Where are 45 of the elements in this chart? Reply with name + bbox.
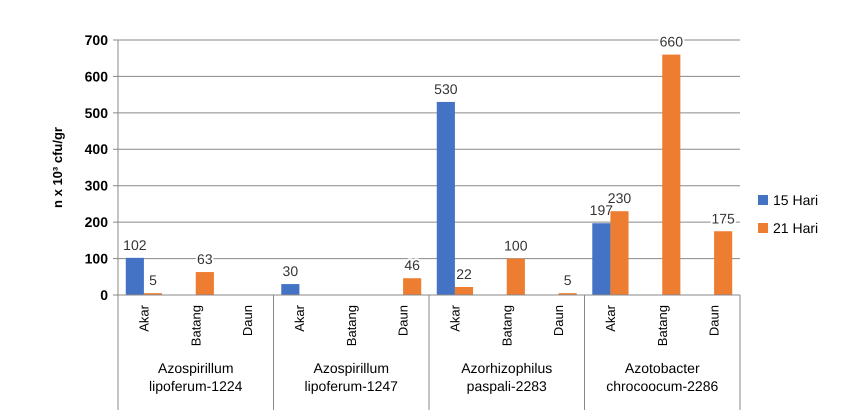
- x-tick-label: Akar: [447, 304, 462, 332]
- y-tick-label: 600: [84, 68, 108, 84]
- data-label: 102: [123, 236, 147, 253]
- bar: [436, 102, 455, 295]
- bar: [126, 258, 144, 295]
- y-tick-label: 500: [84, 104, 108, 121]
- x-tick-label: Akar: [602, 304, 618, 332]
- y-tick-label: 700: [84, 32, 108, 48]
- data-label: 46: [404, 257, 420, 274]
- text: Azorhizophilus paspali-2283: [461, 360, 552, 394]
- data-label: 5: [149, 272, 158, 288]
- x-tick-label: Akar: [136, 304, 152, 332]
- data-label: 530: [434, 80, 458, 97]
- data-label: 5: [564, 272, 572, 288]
- x-tick-label: Batang: [499, 305, 514, 346]
- text: Azospirillum lipoferum-1224: [149, 360, 243, 394]
- bar: [592, 223, 610, 295]
- x-tick-label: Daun: [551, 305, 566, 336]
- x-tick-label: Batang: [344, 305, 359, 346]
- legend-label: 21 Hari: [773, 220, 818, 236]
- data-label: 30: [282, 263, 298, 280]
- data-label: 100: [504, 238, 528, 254]
- x-tick-label: Akar: [292, 304, 307, 332]
- y-tick-label: 300: [84, 178, 108, 194]
- bar: [714, 231, 732, 295]
- y-tick-label: 100: [84, 250, 108, 266]
- text: Azotobacter chrocoocum-2286: [606, 360, 718, 394]
- bar: [403, 278, 422, 295]
- bar: [662, 54, 680, 295]
- text: Azospirillum lipoferum-1247: [304, 360, 398, 394]
- x-tick-label: Daun: [706, 305, 722, 336]
- bar: [454, 286, 474, 295]
- x-tick-label: Daun: [240, 305, 256, 336]
- x-tick-label: Batang: [188, 305, 204, 346]
- y-axis-title: n x 10³ cfu/gr: [50, 127, 65, 208]
- bar: [506, 258, 525, 295]
- bar: [281, 284, 300, 295]
- y-tick-label: 400: [84, 141, 108, 158]
- legend-label: 15 Hari: [773, 192, 818, 208]
- bar: [196, 272, 214, 295]
- y-tick-label: 200: [84, 214, 108, 230]
- y-tick-label: 0: [100, 286, 108, 303]
- x-tick-label: Daun: [396, 305, 411, 336]
- x-tick-label: Batang: [654, 305, 670, 346]
- data-label: 22: [456, 266, 472, 282]
